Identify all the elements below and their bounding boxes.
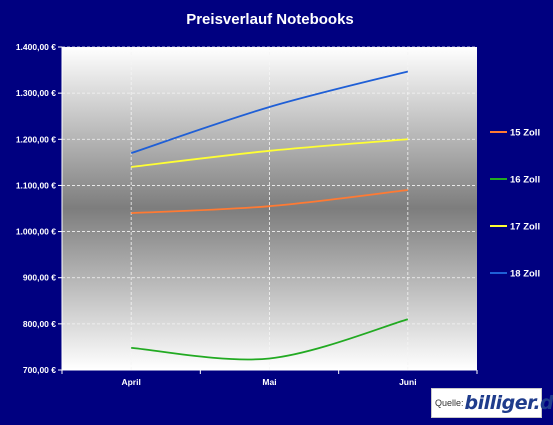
source-label: Quelle: (435, 398, 464, 408)
x-tick-label: Juni (399, 377, 416, 387)
x-tick-label: Mai (262, 377, 276, 387)
series-lines (130, 70, 409, 361)
series-line-4 (130, 70, 409, 154)
legend-label-2: 16 Zoll (510, 175, 540, 186)
axes (58, 46, 478, 374)
legend-label-4: 18 Zoll (510, 269, 540, 280)
y-tick-label: 900,00 € (23, 273, 56, 283)
legend: 15 Zoll 16 Zoll 17 Zoll 18 Zoll (490, 128, 540, 280)
logo-text: billiger.de (464, 392, 553, 414)
y-tick-label: 1.000,00 € (16, 227, 56, 237)
y-tick-label: 700,00 € (23, 365, 56, 375)
y-tick-label: 800,00 € (23, 319, 56, 329)
legend-label-3: 17 Zoll (510, 222, 540, 233)
y-tick-label: 1.100,00 € (16, 180, 56, 190)
y-tick-label: 1.400,00 € (16, 42, 56, 52)
y-tick-label: 1.300,00 € (16, 88, 56, 98)
source-badge[interactable]: Quelle: billiger.de (431, 388, 553, 418)
series-line-3 (131, 138, 408, 168)
billiger-de-logo[interactable]: billiger.de (465, 392, 553, 414)
y-tick-labels: 700,00 € 800,00 € 900,00 € 1.000,00 € 1.100,… (16, 42, 56, 375)
chart-title: Preisverlauf Notebooks (186, 11, 354, 28)
x-tick-labels: April Mai Juni (121, 377, 416, 387)
y-tick-label: 1.200,00 € (16, 134, 56, 144)
x-tick-label: April (121, 377, 140, 387)
legend-label-1: 15 Zoll (510, 128, 540, 139)
series-line-2 (131, 318, 409, 361)
series-line-1 (131, 189, 408, 215)
